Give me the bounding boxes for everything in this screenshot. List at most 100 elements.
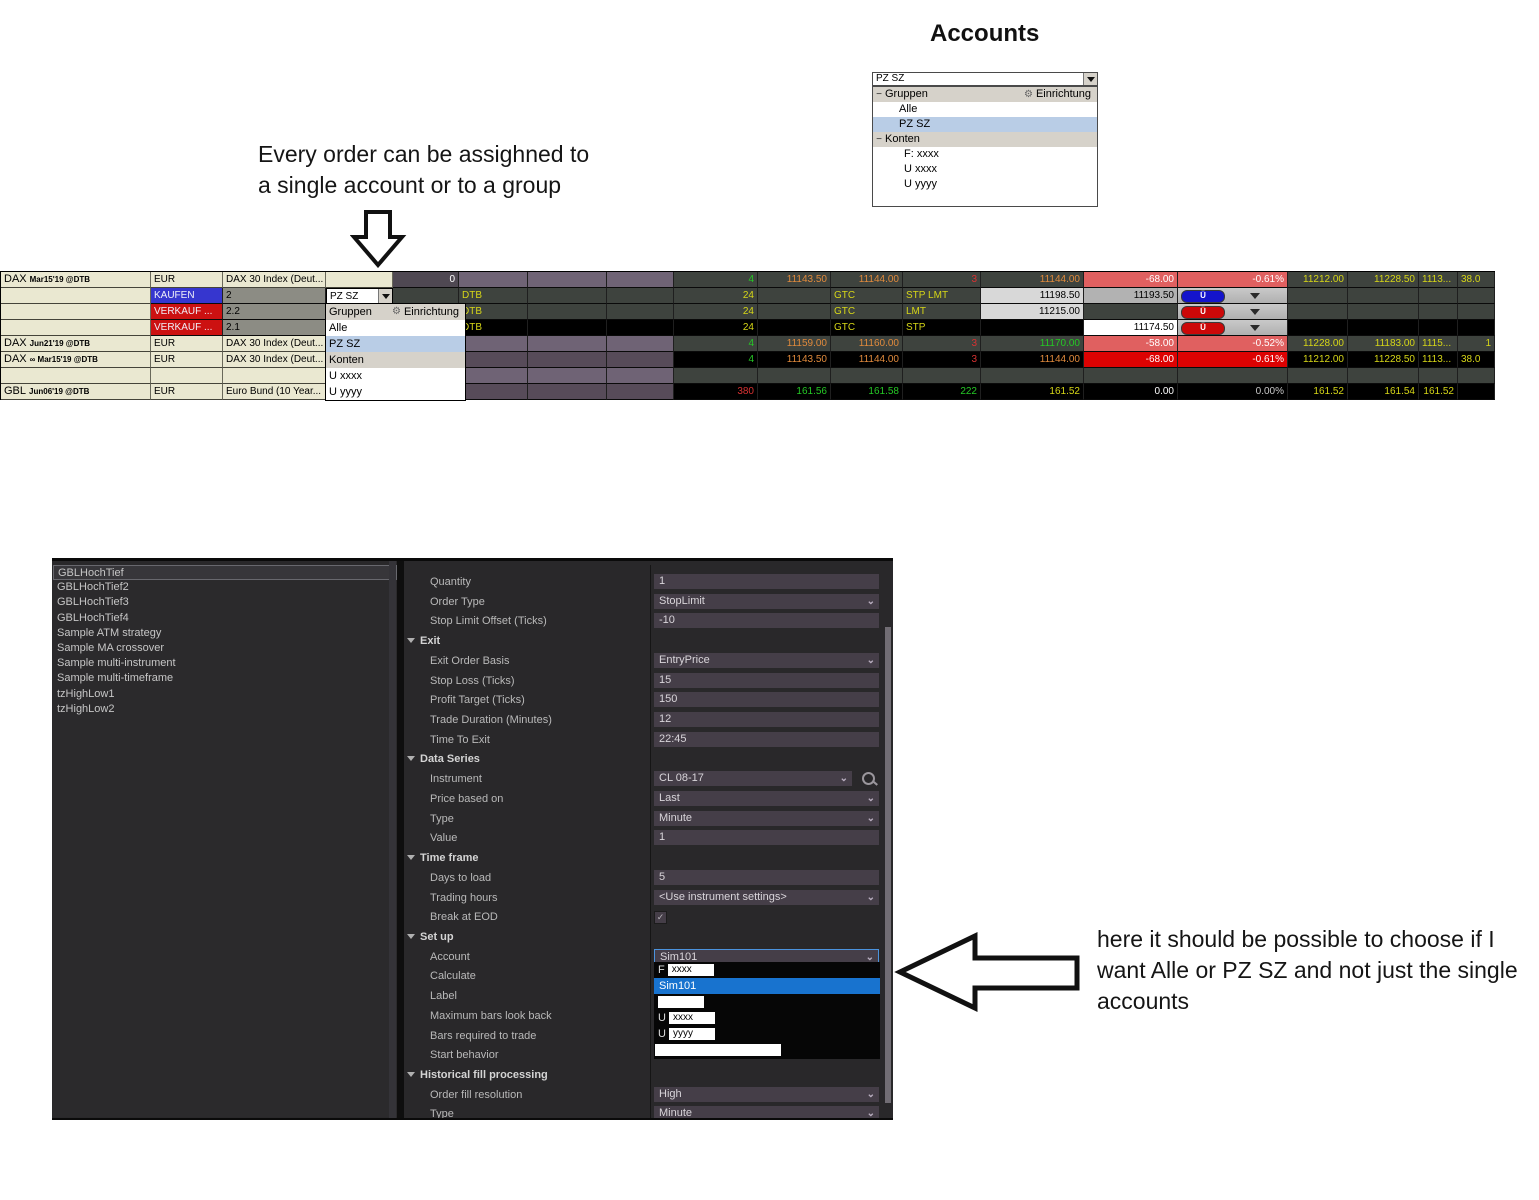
order-status-pill[interactable]: Ü <box>1181 306 1225 319</box>
chevron-down-icon[interactable]: ⌄ <box>866 792 875 804</box>
dropdown-account-item[interactable]: U xxxx <box>329 370 362 382</box>
setting-field[interactable]: 150 <box>654 692 879 708</box>
row-account-combo-button[interactable] <box>378 289 392 303</box>
search-icon[interactable] <box>862 772 875 786</box>
tree-collapse-icon[interactable]: − <box>876 89 882 100</box>
table-cell: 24 <box>674 288 758 304</box>
chevron-down-icon[interactable] <box>1250 309 1260 315</box>
strategy-list-item[interactable]: tzHighLow1 <box>57 687 115 700</box>
break-at-eod-checkbox[interactable]: ✓ <box>654 911 667 925</box>
chevron-down-icon[interactable]: ⌄ <box>866 654 875 666</box>
section-collapse-icon[interactable] <box>407 1072 415 1077</box>
chevron-down-icon[interactable]: ⌄ <box>839 773 848 785</box>
settings-row: Break at EOD ✓ <box>404 907 887 927</box>
setting-field[interactable]: High ⌄ <box>654 1086 879 1102</box>
strategy-list-item[interactable]: GBLHochTief4 <box>57 611 129 624</box>
setting-field[interactable]: -10 <box>654 613 879 629</box>
section-collapse-icon[interactable] <box>407 933 415 939</box>
dropdown-group-item[interactable]: Alle <box>899 103 918 115</box>
dropdown-account-item[interactable]: U yyyy <box>329 386 362 398</box>
setting-field[interactable]: Last ⌄ <box>654 790 879 806</box>
row-account-combo[interactable]: PZ SZ <box>326 288 393 304</box>
dropdown-group-item[interactable]: Alle <box>329 322 348 334</box>
dropdown-group-header[interactable]: − Konten <box>873 132 1097 147</box>
setting-field[interactable]: EntryPrice ⌄ <box>654 652 879 668</box>
chevron-down-icon[interactable]: ⌄ <box>866 595 875 607</box>
accounts-combo[interactable]: PZ SZ <box>872 72 1098 86</box>
strategy-list-scrollbar[interactable] <box>389 561 396 1118</box>
order-status-cell[interactable]: Ü <box>1178 288 1288 304</box>
setting-field[interactable]: 1 <box>654 574 879 589</box>
chevron-down-icon[interactable] <box>1250 293 1260 299</box>
setting-field[interactable]: 5 <box>654 869 879 885</box>
setting-field[interactable]: 1 <box>654 830 879 846</box>
setting-field[interactable]: Minute ⌄ <box>654 1106 879 1120</box>
order-status-cell[interactable]: Ü <box>1178 304 1288 320</box>
settings-row: Exit Order Basis EntryPrice ⌄ <box>404 651 887 671</box>
dropdown-group-item[interactable]: PZ SZ <box>326 336 465 352</box>
table-cell: 161.58 <box>831 384 903 400</box>
setting-label: Trade Duration (Minutes) <box>430 714 552 727</box>
strategy-list-item[interactable]: GBLHochTief3 <box>57 596 129 609</box>
table-cell <box>831 368 903 384</box>
section-collapse-icon[interactable] <box>407 756 415 762</box>
setting-field[interactable]: 12 <box>654 712 879 728</box>
dropdown-group-item[interactable]: PZ SZ <box>873 117 1097 132</box>
dropdown-account-item[interactable]: F: xxxx <box>904 148 939 160</box>
setting-field[interactable]: <Use instrument settings> ⌄ <box>654 889 879 905</box>
settings-row: Instrument CL 08-17 ⌄ <box>404 769 887 789</box>
order-status-pill[interactable]: Ü <box>1181 322 1225 335</box>
chevron-down-icon[interactable]: ⌄ <box>866 891 875 903</box>
settings-section: Data Series <box>404 749 887 769</box>
dropdown-group-header[interactable]: Konten <box>326 352 465 368</box>
table-cell: 11144.00 <box>981 272 1084 288</box>
order-status-pill[interactable]: Ü <box>1181 290 1225 303</box>
chevron-down-icon[interactable]: ⌄ <box>866 1108 875 1120</box>
account-dropdown-item[interactable] <box>654 1042 880 1058</box>
settings-row: Trade Duration (Minutes) 12 <box>404 710 887 730</box>
strategy-list-item[interactable]: Sample multi-instrument <box>57 657 176 670</box>
einrichtung-link[interactable]: Einrichtung <box>1035 88 1091 100</box>
table-cell: 11159.00 <box>758 336 831 352</box>
chevron-down-icon[interactable]: ⌄ <box>866 1088 875 1100</box>
strategy-list: GBLHochTief GBLHochTief2 GBLHochTief3 GBLHo… <box>53 565 397 1117</box>
account-dropdown-item[interactable] <box>654 994 880 1010</box>
chevron-down-icon[interactable] <box>1250 325 1260 331</box>
setting-field[interactable]: CL 08-17 ⌄ <box>654 771 852 787</box>
order-status-cell[interactable]: Ü <box>1178 320 1288 336</box>
row-account-combo-value: PZ SZ <box>330 290 359 302</box>
chevron-down-icon[interactable]: ⌄ <box>865 951 874 963</box>
chevron-down-icon[interactable]: ⌄ <box>866 812 875 824</box>
dropdown-account-item[interactable]: U yyyy <box>904 178 937 190</box>
setting-label: Stop Limit Offset (Ticks) <box>430 615 547 628</box>
dropdown-group-header[interactable]: − Gruppen ⚙ Einrichtung <box>873 87 1097 102</box>
strategy-list-item[interactable]: Sample multi-timeframe <box>57 672 174 685</box>
account-dropdown-item-selected[interactable]: Sim101 <box>654 978 880 994</box>
settings-row: Trading hours <Use instrument settings> ⌄ <box>404 888 887 908</box>
accounts-combo-dropdown-button[interactable] <box>1083 73 1097 85</box>
dropdown-account-item[interactable]: U xxxx <box>904 163 937 175</box>
strategy-list-item[interactable]: GBLHochTief2 <box>57 581 129 594</box>
tree-collapse-icon[interactable]: − <box>876 134 882 145</box>
setting-field[interactable]: Minute ⌄ <box>654 810 879 826</box>
setting-field[interactable]: StopLimit ⌄ <box>654 593 879 609</box>
section-collapse-icon[interactable] <box>407 638 415 644</box>
table-cell: -0.61% <box>1178 352 1288 368</box>
table-cell: 11144.00 <box>831 352 903 368</box>
einrichtung-link[interactable]: Einrichtung <box>403 306 459 318</box>
strategy-list-item[interactable]: tzHighLow2 <box>57 702 115 715</box>
settings-scrollbar[interactable] <box>885 627 891 1103</box>
strategy-list-item[interactable]: Sample MA crossover <box>57 641 164 654</box>
dropdown-group-header[interactable]: Gruppen ⚙ Einrichtung <box>326 304 465 320</box>
table-cell: -68.00 <box>1084 352 1178 368</box>
chevron-down-icon <box>381 293 390 299</box>
setting-field[interactable]: 22:45 <box>654 731 879 747</box>
section-collapse-icon[interactable] <box>407 855 415 861</box>
table-cell: -68.00 <box>1084 272 1178 288</box>
strategy-list-item[interactable]: Sample ATM strategy <box>57 626 162 639</box>
strategy-list-item[interactable]: GBLHochTief <box>53 565 397 581</box>
setting-field[interactable]: 15 <box>654 672 879 688</box>
